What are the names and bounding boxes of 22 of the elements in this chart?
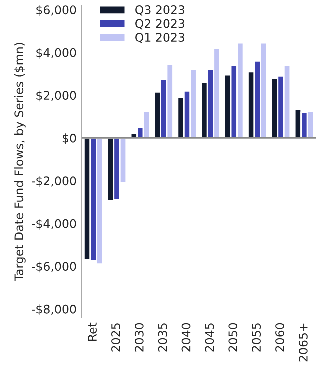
y-tick-label: -$4,000 [32, 219, 76, 230]
y-tick-label: -$2,000 [32, 176, 76, 188]
y-tick-label: $0 [62, 134, 76, 144]
x-tick-label: 2045 [205, 324, 214, 352]
legend-label: Q1 2023 [136, 33, 185, 44]
y-tick-label: $6,000 [36, 5, 76, 16]
x-tick-label: 2040 [182, 323, 191, 352]
y-tick-label: $4,000 [36, 48, 76, 59]
x-tick-label: 2035 [158, 324, 168, 352]
x-tick-label: 2065+ [298, 324, 308, 362]
legend-label: Q3 2023 [136, 6, 185, 16]
x-tick-label: 2050 [228, 323, 238, 352]
y-tick-label: -$6,000 [32, 262, 76, 273]
x-tick-label: 2030 [134, 323, 144, 352]
y-tick-label: $2,000 [36, 90, 76, 102]
y-axis-title: Target Date Fund Flows, by Series ($mn) [14, 43, 26, 282]
x-tick-label: 2025 [112, 324, 120, 352]
y-tick-label: -$8,000 [32, 304, 76, 316]
legend-label: Q2 2023 [136, 19, 185, 30]
x-tick-label: 2060 [276, 323, 284, 352]
x-tick-label: Ret [88, 322, 97, 341]
x-tick-label: 2055 [252, 324, 262, 352]
